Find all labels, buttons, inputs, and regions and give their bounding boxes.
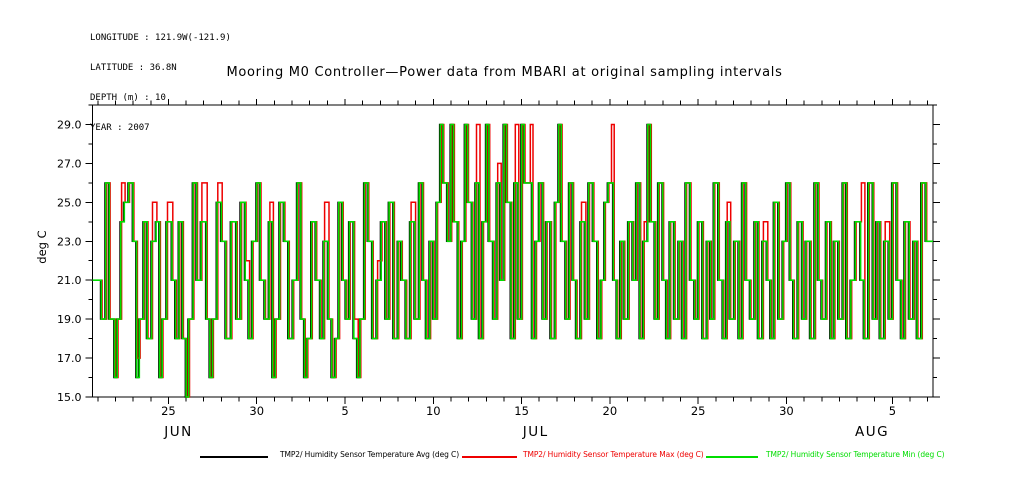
svg-text:5: 5 bbox=[889, 404, 896, 418]
svg-text:25.0: 25.0 bbox=[57, 196, 82, 209]
axis-tick-labels: 15.0 17.0 19.0 21.0 23.0 25.0 27.0 29.0 25 30 5 10 1… bbox=[57, 118, 896, 440]
legend-line-max bbox=[462, 456, 517, 458]
legend-line-min bbox=[706, 456, 758, 458]
metadata-year: YEAR : 2007 bbox=[90, 123, 150, 133]
svg-text:29.0: 29.0 bbox=[57, 118, 82, 131]
svg-text:25: 25 bbox=[691, 404, 706, 418]
svg-text:25: 25 bbox=[161, 404, 176, 418]
svg-text:15.0: 15.0 bbox=[57, 391, 82, 404]
legend-label-min: TMP2/ Humidity Sensor Temperature Min (d… bbox=[766, 450, 945, 459]
svg-text:27.0: 27.0 bbox=[57, 157, 82, 170]
svg-text:30: 30 bbox=[779, 404, 794, 418]
legend-label-avg: TMP2/ Humidity Sensor Temperature Avg (d… bbox=[280, 450, 460, 459]
metadata-longitude: LONGITUDE : 121.9W(-121.9) bbox=[90, 33, 231, 43]
svg-text:15: 15 bbox=[514, 404, 529, 418]
svg-text:5: 5 bbox=[341, 404, 348, 418]
svg-text:30: 30 bbox=[249, 404, 264, 418]
legend-label-max: TMP2/ Humidity Sensor Temperature Max (d… bbox=[523, 450, 704, 459]
month-label: JUL bbox=[522, 424, 549, 440]
axis-ticks bbox=[85, 99, 940, 404]
metadata-block: LONGITUDE : 121.9W(-121.9) LATITUDE : 36… bbox=[90, 13, 231, 153]
svg-text:21.0: 21.0 bbox=[57, 274, 82, 287]
svg-text:19.0: 19.0 bbox=[57, 313, 82, 326]
svg-text:10: 10 bbox=[426, 404, 441, 418]
month-label: AUG bbox=[855, 424, 889, 440]
plot-title: Mooring M0 Controller—Power data from MB… bbox=[226, 65, 783, 80]
svg-text:20: 20 bbox=[603, 404, 618, 418]
svg-text:17.0: 17.0 bbox=[57, 352, 82, 365]
month-label: JUN bbox=[163, 424, 192, 440]
series-min-line bbox=[92, 123, 933, 398]
svg-text:23.0: 23.0 bbox=[57, 235, 82, 248]
plot-frame bbox=[91, 104, 934, 398]
metadata-depth: DEPTH (m) : 10 bbox=[90, 93, 166, 103]
metadata-latitude: LATITUDE : 36.8N bbox=[90, 63, 177, 73]
legend-line-avg bbox=[200, 456, 268, 458]
